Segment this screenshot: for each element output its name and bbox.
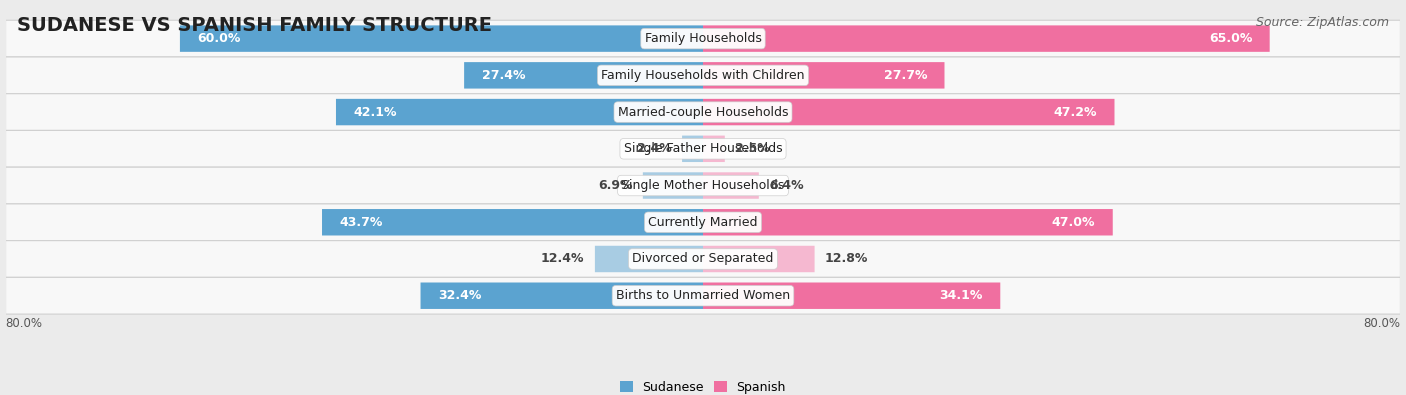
Text: Family Households: Family Households [644,32,762,45]
Text: 43.7%: 43.7% [339,216,382,229]
Text: 32.4%: 32.4% [439,289,481,302]
Text: 2.5%: 2.5% [735,142,770,155]
Text: 12.4%: 12.4% [541,252,585,265]
FancyBboxPatch shape [180,25,703,52]
Text: 80.0%: 80.0% [1364,317,1400,330]
Text: 2.4%: 2.4% [637,142,672,155]
FancyBboxPatch shape [6,204,1400,241]
FancyBboxPatch shape [703,62,945,88]
FancyBboxPatch shape [703,246,814,272]
FancyBboxPatch shape [6,20,1400,57]
FancyBboxPatch shape [703,209,1112,235]
Text: 42.1%: 42.1% [353,105,396,118]
Text: Source: ZipAtlas.com: Source: ZipAtlas.com [1256,16,1389,29]
Text: Single Mother Households: Single Mother Households [621,179,785,192]
FancyBboxPatch shape [6,277,1400,314]
Text: 80.0%: 80.0% [6,317,42,330]
FancyBboxPatch shape [336,99,703,125]
FancyBboxPatch shape [464,62,703,88]
FancyBboxPatch shape [682,135,703,162]
Text: 47.0%: 47.0% [1052,216,1095,229]
FancyBboxPatch shape [6,57,1400,94]
FancyBboxPatch shape [703,25,1270,52]
FancyBboxPatch shape [703,135,725,162]
Legend: Sudanese, Spanish: Sudanese, Spanish [620,381,786,394]
Text: 6.4%: 6.4% [769,179,804,192]
FancyBboxPatch shape [595,246,703,272]
Text: 12.8%: 12.8% [825,252,869,265]
FancyBboxPatch shape [322,209,703,235]
FancyBboxPatch shape [643,172,703,199]
Text: SUDANESE VS SPANISH FAMILY STRUCTURE: SUDANESE VS SPANISH FAMILY STRUCTURE [17,16,492,35]
Text: 27.7%: 27.7% [883,69,927,82]
FancyBboxPatch shape [420,282,703,309]
Text: Married-couple Households: Married-couple Households [617,105,789,118]
FancyBboxPatch shape [703,99,1115,125]
Text: 47.2%: 47.2% [1053,105,1097,118]
Text: Family Households with Children: Family Households with Children [602,69,804,82]
FancyBboxPatch shape [6,241,1400,277]
Text: 65.0%: 65.0% [1209,32,1253,45]
Text: 60.0%: 60.0% [197,32,240,45]
Text: Currently Married: Currently Married [648,216,758,229]
Text: 6.9%: 6.9% [598,179,633,192]
Text: Births to Unmarried Women: Births to Unmarried Women [616,289,790,302]
FancyBboxPatch shape [703,282,1000,309]
Text: Divorced or Separated: Divorced or Separated [633,252,773,265]
Text: Single Father Households: Single Father Households [624,142,782,155]
FancyBboxPatch shape [6,130,1400,167]
Text: 27.4%: 27.4% [482,69,524,82]
FancyBboxPatch shape [703,172,759,199]
Text: 34.1%: 34.1% [939,289,983,302]
FancyBboxPatch shape [6,94,1400,130]
FancyBboxPatch shape [6,167,1400,204]
